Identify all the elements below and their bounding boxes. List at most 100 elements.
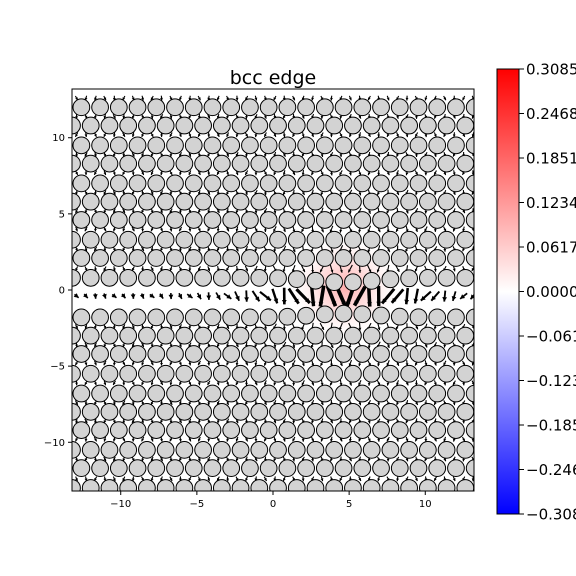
displacement-arrow [413, 288, 419, 304]
displacement-arrow [226, 170, 229, 176]
atom [456, 192, 474, 211]
displacement-arrow [235, 226, 239, 232]
atom [381, 154, 400, 173]
displacement-arrow [471, 170, 474, 176]
displacement-arrow [451, 291, 457, 302]
atom [465, 98, 474, 117]
displacement-arrow [141, 246, 145, 252]
displacement-arrow [178, 324, 182, 330]
atom [372, 98, 390, 117]
atom [72, 268, 81, 287]
atom [72, 136, 91, 155]
displacement-arrow [471, 476, 474, 482]
atom [287, 402, 306, 421]
atom [278, 174, 297, 193]
displacement-arrow [103, 360, 107, 366]
displacement-arrow [159, 190, 164, 195]
atom [184, 384, 203, 403]
atom [147, 249, 166, 267]
atom [222, 459, 241, 478]
atom [259, 211, 278, 229]
atom [128, 211, 147, 229]
atom [269, 154, 287, 173]
displacement-arrow [103, 170, 107, 176]
atom [222, 308, 241, 327]
atom [72, 308, 91, 327]
atom [72, 459, 91, 478]
displacement-arrow [348, 436, 352, 442]
atom [362, 230, 381, 249]
displacement-arrow [160, 95, 163, 101]
atom [54, 385, 71, 402]
displacement-arrow [452, 170, 456, 176]
atom [447, 174, 465, 193]
displacement-arrow [149, 293, 155, 299]
displacement-arrow [159, 114, 164, 119]
displacement-arrow [131, 226, 135, 232]
atom [175, 326, 194, 345]
displacement-arrow [281, 287, 287, 305]
atom [381, 192, 400, 211]
atom [175, 479, 194, 491]
colorbar-tick-label: −0.3085 [526, 506, 576, 524]
atom [241, 384, 259, 403]
atom [362, 441, 381, 459]
atom [45, 193, 62, 210]
displacement-arrow [443, 95, 447, 101]
atom [428, 98, 447, 117]
displacement-arrow [188, 132, 192, 138]
atom [231, 326, 250, 345]
displacement-arrow [386, 360, 390, 367]
displacement-arrow [301, 476, 305, 482]
displacement-arrow [160, 436, 163, 442]
displacement-arrow [186, 293, 194, 299]
atom [231, 192, 250, 211]
atom [72, 98, 91, 117]
atom [353, 305, 372, 324]
colorbar [496, 68, 520, 515]
atom [297, 345, 315, 363]
atom [259, 136, 278, 155]
displacement-arrow [235, 95, 239, 101]
displacement-arrow [141, 151, 145, 157]
displacement-arrow [131, 342, 135, 348]
displacement-arrow [226, 476, 230, 482]
atom [72, 230, 81, 249]
atom [400, 402, 419, 421]
atom [372, 249, 390, 267]
displacement-arrow [320, 476, 324, 482]
atom [231, 116, 250, 135]
displacement-arrow [168, 293, 174, 300]
atom [241, 459, 259, 478]
atom [476, 365, 493, 382]
atom [128, 308, 147, 327]
atom [381, 364, 400, 383]
atom [409, 211, 428, 229]
atom [437, 268, 456, 287]
atom [250, 364, 269, 383]
displacement-arrow [160, 226, 163, 232]
displacement-arrow [292, 436, 296, 442]
displacement-arrow [188, 246, 192, 252]
displacement-arrow [380, 287, 396, 305]
colorbar-tick-label: −0.1234 [526, 372, 576, 390]
atom [269, 326, 287, 345]
atom [45, 155, 62, 172]
displacement-arrow [150, 456, 154, 462]
atom [344, 230, 362, 249]
displacement-arrow [245, 380, 248, 386]
displacement-arrow [94, 360, 97, 366]
displacement-arrow [424, 226, 428, 232]
displacement-arrow [75, 418, 79, 424]
atom [45, 327, 62, 344]
atom [128, 384, 147, 403]
atom [437, 230, 456, 249]
atom [306, 441, 325, 459]
atom [428, 421, 447, 439]
atom [447, 211, 465, 229]
displacement-arrow [235, 436, 239, 442]
displacement-arrow [471, 132, 474, 138]
displacement-arrow [367, 95, 371, 101]
atom [381, 230, 400, 249]
displacement-arrow [244, 290, 249, 302]
